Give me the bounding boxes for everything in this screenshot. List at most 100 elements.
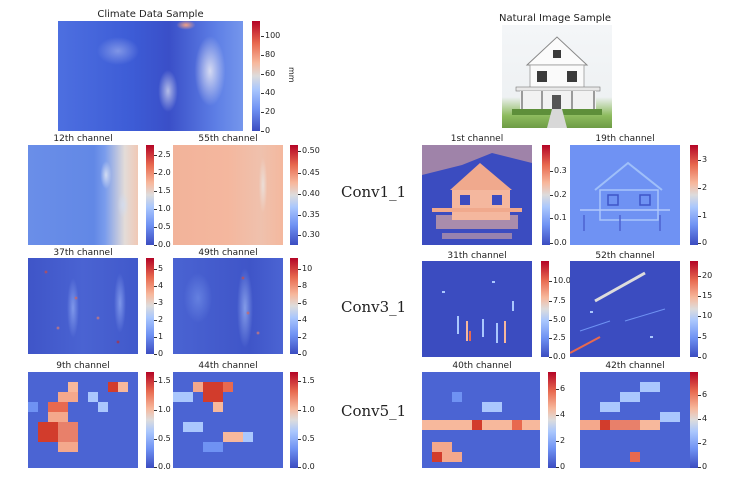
colorbar-tick: 0 bbox=[260, 126, 271, 135]
colorbar-tick: 5 bbox=[153, 264, 164, 273]
colorbar bbox=[690, 261, 698, 357]
colorbar-tick: 60 bbox=[260, 69, 276, 78]
feature-map-conv5-left-a bbox=[28, 372, 138, 468]
heatmap-grid bbox=[28, 372, 138, 468]
colorbar-tick: 0.1 bbox=[550, 213, 567, 222]
colorbar-tick: 8 bbox=[297, 281, 308, 290]
house-edge-map bbox=[422, 145, 532, 239]
colorbar-tick: 6 bbox=[555, 384, 566, 393]
colorbar-tick: 2 bbox=[697, 183, 708, 192]
panel-title: 12th channel bbox=[53, 134, 113, 144]
colorbar-tick: 0 bbox=[555, 462, 566, 471]
colorbar-tick: 0 bbox=[153, 349, 164, 358]
feature-map-conv3-right-b bbox=[570, 261, 680, 357]
house-relief-map bbox=[580, 161, 670, 231]
colorbar-tick: 10 bbox=[297, 264, 313, 273]
feature-map-conv1-right-b bbox=[570, 145, 680, 245]
colorbar-tick: 1.5 bbox=[154, 186, 171, 195]
feature-map-conv1-right-a bbox=[422, 145, 532, 245]
colorbar-tick: 0.5 bbox=[154, 434, 171, 443]
colorbar-tick: 0 bbox=[697, 238, 708, 247]
colorbar-tick: 1 bbox=[697, 211, 708, 220]
colorbar-tick: 2 bbox=[555, 436, 566, 445]
colorbar-tick: 4 bbox=[555, 410, 566, 419]
colorbar-tick: 0.40 bbox=[298, 189, 320, 198]
colorbar-tick: 7.5 bbox=[549, 296, 566, 305]
colorbar bbox=[146, 258, 154, 354]
colorbar-tick: 0.0 bbox=[549, 352, 566, 361]
colorbar-tick: 2.5 bbox=[154, 150, 171, 159]
colorbar-tick: 5.0 bbox=[549, 315, 566, 324]
heatmap-grid bbox=[422, 392, 540, 462]
colorbar-tick: 3 bbox=[153, 298, 164, 307]
house-drawing bbox=[512, 36, 602, 128]
heatmap-grid bbox=[580, 382, 680, 462]
colorbar-tick: 15 bbox=[697, 291, 713, 300]
layer-label-conv5: Conv5_1 bbox=[341, 402, 407, 420]
climate-sample-map bbox=[58, 21, 243, 131]
colorbar-tick: 1.0 bbox=[154, 204, 171, 213]
colorbar-tick: 100 bbox=[260, 31, 281, 40]
panel-title: 1st channel bbox=[450, 134, 504, 144]
colorbar-tick: 4 bbox=[153, 281, 164, 290]
colorbar-tick: 0 bbox=[697, 352, 708, 361]
house-photo bbox=[502, 25, 612, 128]
colorbar-tick: 20 bbox=[260, 107, 276, 116]
colorbar-tick: 80 bbox=[260, 50, 276, 59]
panel-title: 31th channel bbox=[447, 251, 507, 261]
colorbar bbox=[290, 372, 298, 468]
panel-title: 55th channel bbox=[198, 134, 258, 144]
colorbar-tick: 0.0 bbox=[298, 462, 315, 471]
layer-label-conv1: Conv1_1 bbox=[341, 183, 407, 201]
climate-colorbar bbox=[252, 21, 260, 131]
colorbar-tick: 0.5 bbox=[298, 434, 315, 443]
heatmap-grid bbox=[173, 382, 253, 452]
colorbar-tick: 0.30 bbox=[298, 230, 320, 239]
colorbar-tick: 0.50 bbox=[298, 146, 320, 155]
colorbar-tick: 1.0 bbox=[298, 405, 315, 414]
feature-map-conv1-left-a bbox=[28, 145, 138, 245]
panel-title: 42th channel bbox=[605, 361, 665, 371]
natural-sample-title: Natural Image Sample bbox=[498, 13, 612, 24]
colorbar-tick: 2.0 bbox=[154, 168, 171, 177]
colorbar bbox=[541, 261, 549, 357]
panel-title: 9th channel bbox=[56, 361, 110, 371]
panel-title: 49th channel bbox=[198, 248, 258, 258]
colorbar-tick: 4 bbox=[697, 414, 708, 423]
colorbar bbox=[290, 258, 298, 354]
feature-map-conv5-right-b bbox=[580, 372, 690, 468]
panel-title: 37th channel bbox=[53, 248, 113, 258]
colorbar bbox=[690, 372, 698, 468]
panel-title: 19th channel bbox=[595, 134, 655, 144]
diagonal-activation-map bbox=[570, 271, 666, 354]
colorbar-tick: 10.0 bbox=[549, 276, 571, 285]
colorbar bbox=[542, 145, 550, 245]
colorbar-tick: 0 bbox=[297, 349, 308, 358]
colorbar-tick: 0.3 bbox=[550, 166, 567, 175]
colorbar bbox=[290, 145, 298, 245]
layer-label-conv3: Conv3_1 bbox=[341, 298, 407, 316]
colorbar-tick: 2 bbox=[153, 315, 164, 324]
colorbar-tick: 0.0 bbox=[154, 240, 171, 249]
colorbar-tick: 4 bbox=[297, 315, 308, 324]
colorbar-tick: 3 bbox=[697, 155, 708, 164]
colorbar bbox=[146, 372, 154, 468]
colorbar-tick: 0.0 bbox=[550, 238, 567, 247]
colorbar bbox=[146, 145, 154, 245]
feature-map-conv5-left-b bbox=[173, 372, 283, 468]
colorbar-tick: 5 bbox=[697, 332, 708, 341]
colorbar-tick: 1.5 bbox=[154, 376, 171, 385]
feature-map-conv5-right-a bbox=[422, 372, 540, 468]
colorbar bbox=[690, 145, 698, 245]
panel-title: 52th channel bbox=[595, 251, 655, 261]
colorbar-tick: 0.35 bbox=[298, 210, 320, 219]
colorbar-tick: 0.2 bbox=[550, 190, 567, 199]
colorbar-tick: 2 bbox=[697, 438, 708, 447]
sparse-activation-map bbox=[442, 281, 514, 343]
colorbar-tick: 20 bbox=[697, 271, 713, 280]
feature-map-conv3-left-a bbox=[28, 258, 138, 354]
colorbar-tick: 2 bbox=[297, 332, 308, 341]
colorbar-tick: 6 bbox=[297, 298, 308, 307]
climate-sample-title: Climate Data Sample bbox=[97, 9, 204, 20]
colorbar-tick: 0.45 bbox=[298, 168, 320, 177]
